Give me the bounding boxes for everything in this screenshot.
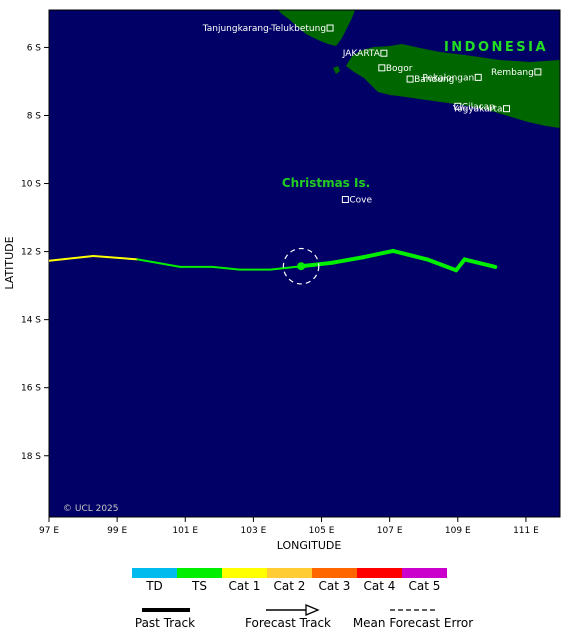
forecast-error-circle [282,247,320,285]
forecast-track-segment [299,260,334,269]
legend-swatch [267,568,312,578]
forecast-arrow-icon [305,604,320,616]
latitude-ticks: 6 S 8 S 10 S 12 S 14 S 16 S 18 S [21,43,49,462]
lat-tick-label: 6 S [27,43,42,53]
x-axis-label: LONGITUDE [277,539,342,552]
forecast-track-label: Forecast Track [245,616,331,630]
storm-position-marker [297,262,306,271]
city-marker-icon [534,68,542,76]
y-axis-label: LATITUDE [3,236,16,289]
past-track-segment [136,258,182,268]
track-type-legend: Past Track Forecast Track Mean Forecast … [135,604,473,630]
city-label: Rembang [491,68,534,78]
legend-label: Cat 2 [274,579,306,593]
lat-tick-label: 18 S [21,452,41,462]
region-label: INDONESIA [444,40,548,55]
legend-swatch [402,568,447,578]
lon-tick-label: 109 E [445,526,471,536]
city-marker-icon [378,64,386,72]
java-small-islet [333,66,340,74]
lat-tick-label: 16 S [21,384,41,394]
past-track-segment [92,255,139,261]
forecast-track-segment [329,255,365,265]
city-marker-icon [326,24,334,32]
lon-tick-label: 103 E [241,526,267,536]
java-island [346,44,560,128]
forecast-track-segment [391,248,430,262]
past-track-segment [49,255,95,262]
city-marker-icon [454,102,462,110]
legend-label: TD [145,579,163,593]
past-track-label: Past Track [135,616,195,630]
city-label: Tanjungkarang-Telukbetung [202,24,326,34]
city-marker-icon [380,49,388,57]
storm-track [49,247,498,285]
plot-frame [48,9,561,518]
legend-label: TS [191,579,207,593]
legend-swatch [312,568,357,578]
forecast-track-segment [360,248,396,260]
longitude-ticks: 97 E 99 E 101 E 103 E 105 E 107 E 109 E 111 E [39,517,539,536]
city-label: Yogyakarta [452,105,503,115]
city-marker-icon [503,105,511,113]
legend-label: Cat 4 [364,579,396,593]
past-track-segment [269,265,303,271]
city-marker-icon [341,196,349,204]
lon-tick-label: 99 E [107,526,127,536]
legend-swatch [222,568,267,578]
city-label: Bandung [414,75,454,85]
legend-swatch [177,568,222,578]
copyright-text: © UCL 2025 [63,504,119,514]
lat-tick-label: 14 S [21,316,41,326]
sumatra-coast [278,10,355,46]
legend-label: Cat 1 [229,579,261,593]
lat-tick-label: 8 S [27,111,42,121]
city-label: JAKARTA [342,49,381,59]
city-label: Cove [349,196,372,206]
city-label: Pekalongan [422,73,474,83]
city-label: Cilacap [462,102,495,112]
lon-tick-label: 107 E [377,526,403,536]
forecast-track-segment [425,257,459,273]
forecast-track-segment [454,257,467,273]
legend-swatch [132,568,177,578]
island-label: Christmas Is. [282,176,370,190]
city-marker-icon [474,73,482,81]
lon-tick-label: 105 E [309,526,335,536]
error-label: Mean Forecast Error [353,616,473,630]
lon-tick-label: 97 E [39,526,59,536]
land-masses [278,10,560,128]
legend-label: Cat 5 [409,579,441,593]
legend-swatch [357,568,402,578]
lon-tick-label: 111 E [513,526,539,536]
forecast-track-segment [462,257,498,269]
legend: TD TS Cat 1 Cat 2 Cat 3 Cat 4 Cat 5 [132,568,447,593]
lat-tick-label: 10 S [21,180,41,190]
lon-tick-label: 101 E [172,526,198,536]
city-label: Bogor [386,64,413,74]
city-marker-icon [406,75,414,83]
past-track-segment [211,265,241,271]
city-markers: Tanjungkarang-Telukbetung JAKARTA Bogor Pek… [202,24,542,206]
lat-tick-label: 12 S [21,248,41,258]
legend-label: Cat 3 [319,579,351,593]
